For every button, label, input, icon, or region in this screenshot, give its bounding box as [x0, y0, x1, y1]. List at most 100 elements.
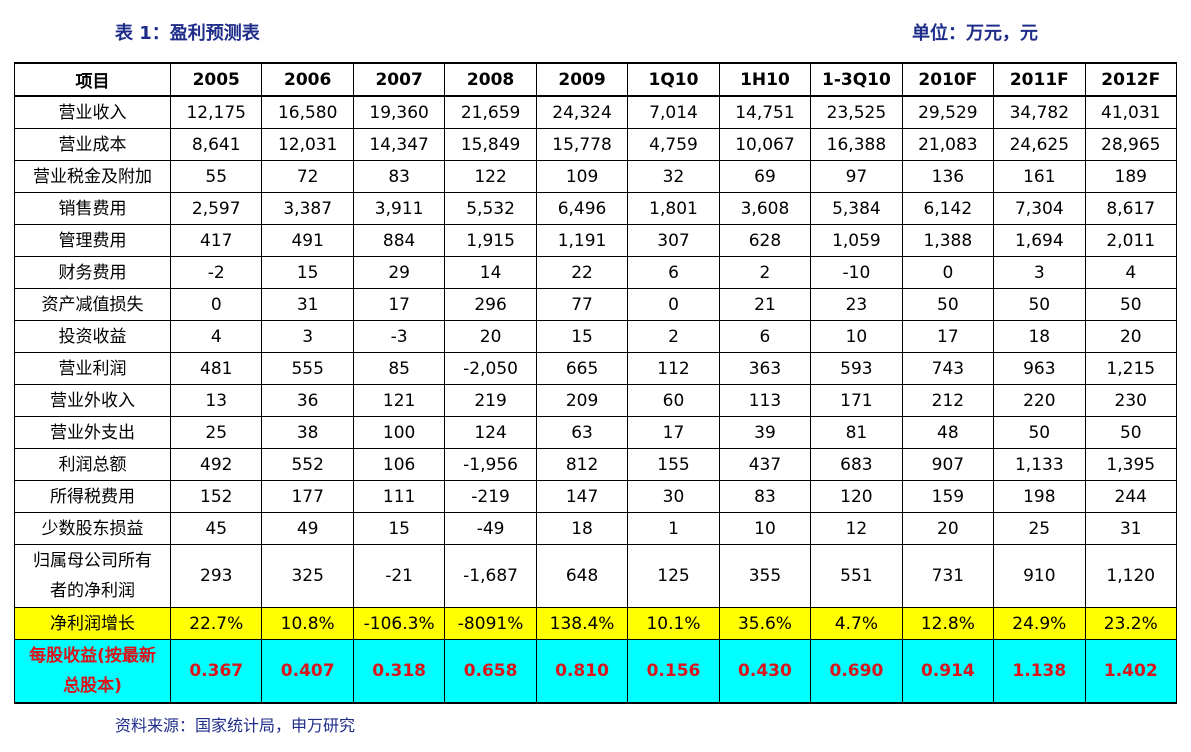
cell: 0.914 [901, 639, 995, 704]
cell: 24.9% [993, 607, 1086, 640]
row-label: 每股收益(按最新总股本) [14, 639, 171, 704]
cell: 2,011 [1084, 224, 1178, 257]
cell: 481 [169, 352, 263, 385]
row-label: 营业利润 [14, 352, 171, 385]
cell: 884 [352, 224, 446, 257]
cell: 50 [993, 416, 1086, 449]
cell: 10.1% [627, 607, 720, 640]
cell: 63 [535, 416, 629, 449]
cell: 112 [627, 352, 720, 385]
cell: 1,059 [810, 224, 903, 257]
cell: 812 [535, 448, 629, 481]
cell: -21 [352, 544, 446, 608]
row-label: 财务费用 [14, 256, 171, 289]
cell: 1,133 [993, 448, 1086, 481]
cell: 0.367 [169, 639, 263, 704]
cell: 492 [169, 448, 263, 481]
cell: 36 [261, 384, 354, 417]
cell: 325 [261, 544, 354, 608]
row-label: 营业外支出 [14, 416, 171, 449]
cell: 100 [352, 416, 446, 449]
cell: 25 [169, 416, 263, 449]
cell: 50 [993, 288, 1086, 321]
cell: 6 [627, 256, 720, 289]
row-label: 归属母公司所有者的净利润 [14, 544, 171, 608]
cell: 551 [810, 544, 903, 608]
cell: 14 [444, 256, 537, 289]
table-row: 财务费用 -2 15 29 14 22 6 2 -10 0 3 4 [14, 256, 1178, 289]
cell: 12.8% [901, 607, 995, 640]
table-row: 营业外支出 25 38 100 124 63 17 39 81 48 50 50 [14, 416, 1178, 449]
cell: 1,215 [1084, 352, 1178, 385]
cell: 10 [810, 320, 903, 353]
table-row: 归属母公司所有者的净利润 293 325 -21 -1,687 648 125 355 551 7… [14, 544, 1178, 608]
table-row: 资产减值损失 0 31 17 296 77 0 21 23 50 50 50 [14, 288, 1178, 321]
cell: 23.2% [1084, 607, 1178, 640]
column-header: 2005 [169, 62, 263, 97]
cell: 8,641 [169, 128, 263, 161]
cell: 731 [901, 544, 995, 608]
cell: 0.658 [444, 639, 537, 704]
source-note: 资料来源：国家统计局，申万研究 [115, 716, 356, 735]
cell: 125 [627, 544, 720, 608]
cell: 648 [535, 544, 629, 608]
cell: 18 [993, 320, 1086, 353]
cell: 41,031 [1084, 95, 1178, 129]
table-row: 少数股东损益 45 49 15 -49 18 1 10 12 20 25 31 [14, 512, 1178, 545]
cell: 24,324 [535, 95, 629, 129]
cell: 593 [810, 352, 903, 385]
cell: 1.402 [1084, 639, 1178, 704]
cell: 1,694 [993, 224, 1086, 257]
column-header: 1H10 [718, 62, 812, 97]
row-label: 利润总额 [14, 448, 171, 481]
row-label: 营业成本 [14, 128, 171, 161]
cell: 22 [535, 256, 629, 289]
cell: 4.7% [810, 607, 903, 640]
cell: 3,911 [352, 192, 446, 225]
cell: 0.690 [810, 639, 903, 704]
cell: 363 [718, 352, 812, 385]
cell: 5,532 [444, 192, 537, 225]
cell: 111 [352, 480, 446, 513]
cell: 12,031 [261, 128, 354, 161]
cell: 437 [718, 448, 812, 481]
cell: -8091% [444, 607, 537, 640]
cell: 60 [627, 384, 720, 417]
cell: 18 [535, 512, 629, 545]
cell: -10 [810, 256, 903, 289]
cell: 1,915 [444, 224, 537, 257]
cell: -106.3% [352, 607, 446, 640]
cell: 355 [718, 544, 812, 608]
cell: -1,956 [444, 448, 537, 481]
cell: 15,849 [444, 128, 537, 161]
cell: -2,050 [444, 352, 537, 385]
cell: 15,778 [535, 128, 629, 161]
cell: 15 [535, 320, 629, 353]
cell: 20 [1084, 320, 1178, 353]
cell: 106 [352, 448, 446, 481]
cell: 5,384 [810, 192, 903, 225]
cell: 49 [261, 512, 354, 545]
cell: 4,759 [627, 128, 720, 161]
cell: 683 [810, 448, 903, 481]
cell: 189 [1084, 160, 1178, 193]
cell: -3 [352, 320, 446, 353]
cell: 1 [627, 512, 720, 545]
cell: 21,659 [444, 95, 537, 129]
cell: 177 [261, 480, 354, 513]
cell: 1,801 [627, 192, 720, 225]
cell: 159 [901, 480, 995, 513]
cell: 17 [627, 416, 720, 449]
row-label: 管理费用 [14, 224, 171, 257]
table-row: 销售费用 2,597 3,387 3,911 5,532 6,496 1,801 3,608 5… [14, 192, 1178, 225]
cell: 28,965 [1084, 128, 1178, 161]
cell: 220 [993, 384, 1086, 417]
cell: 7,304 [993, 192, 1086, 225]
cell: 12,175 [169, 95, 263, 129]
cell: 910 [993, 544, 1086, 608]
cell: 1,191 [535, 224, 629, 257]
cell: 122 [444, 160, 537, 193]
cell: 29 [352, 256, 446, 289]
table-row: 每股收益(按最新总股本) 0.367 0.407 0.318 0.658 0.810 0.1… [14, 639, 1178, 704]
